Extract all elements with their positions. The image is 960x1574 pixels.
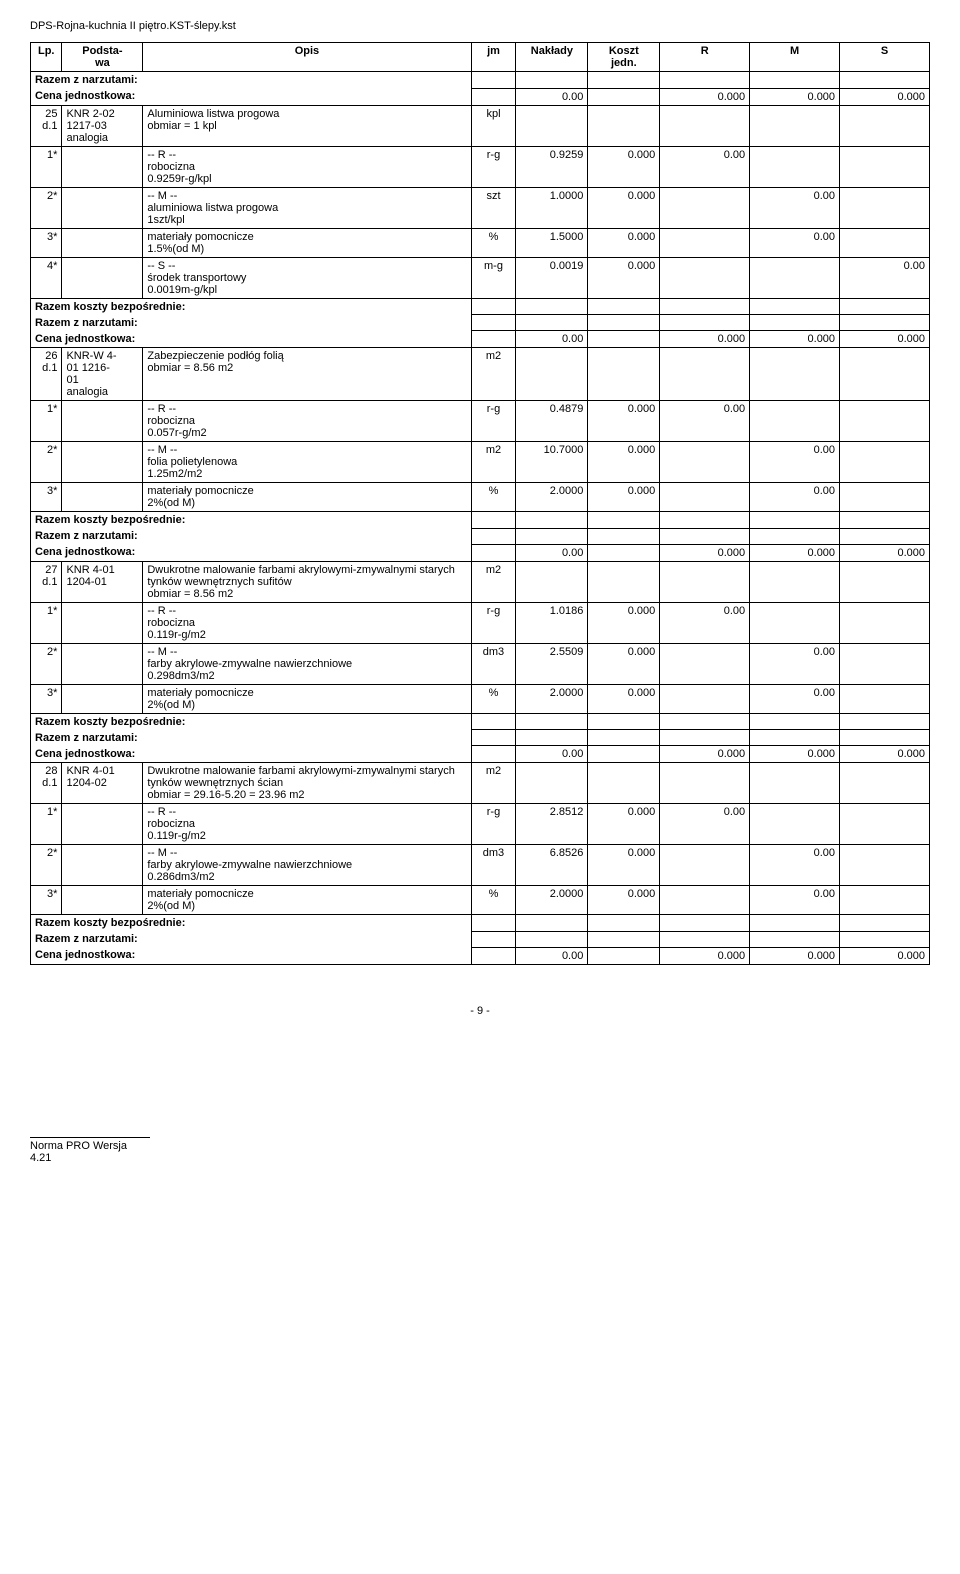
doc-title: DPS-Rojna-kuchnia II piętro.KST-ślepy.ks…	[30, 20, 930, 32]
footer-version: Norma PRO Wersja 4.21	[30, 1137, 150, 1164]
page-number: - 9 -	[30, 1005, 930, 1017]
detail-row: 1*-- R -- robocizna 0.9259r-g/kplr-g0.92…	[31, 146, 930, 187]
row-razem-koszty: Razem koszty bezpośrednie:	[31, 713, 930, 730]
row-cena-jedn: Cena jednostkowa:0.000.0000.0000.000	[31, 947, 930, 964]
detail-row: 3*materiały pomocnicze 2%(od M)%2.00000.…	[31, 684, 930, 713]
row-cena-jedn: Cena jednostkowa:0.000.0000.0000.000	[31, 746, 930, 763]
row-razem-koszty: Razem koszty bezpośrednie:	[31, 915, 930, 932]
detail-row: 1*-- R -- robocizna 0.057r-g/m2r-g0.4879…	[31, 401, 930, 442]
row-razem-narzut: Razem z narzutami:	[31, 315, 930, 331]
th-jm: jm	[471, 43, 516, 72]
header-row: Lp. Podsta- wa Opis jm Nakłady Koszt jed…	[31, 43, 930, 72]
row-razem-narzut: Razem z narzutami:	[31, 730, 930, 746]
row-razem-narzut: Razem z narzutami:	[31, 72, 930, 89]
th-r: R	[660, 43, 750, 72]
row-razem-narzut: Razem z narzutami:	[31, 528, 930, 544]
row-cena-jedn: Cena jednostkowa:0.000.0000.0000.000	[31, 88, 930, 105]
detail-row: 2*-- M -- farby akrylowe-zmywalne nawier…	[31, 845, 930, 886]
th-lp: Lp.	[31, 43, 62, 72]
row-razem-narzut: Razem z narzutami:	[31, 931, 930, 947]
detail-row: 4*-- S -- środek transportowy 0.0019m-g/…	[31, 257, 930, 298]
row-cena-jedn: Cena jednostkowa:0.000.0000.0000.000	[31, 331, 930, 348]
th-opis: Opis	[143, 43, 471, 72]
detail-row: 3*materiały pomocnicze 1.5%(od M)%1.5000…	[31, 228, 930, 257]
row-razem-koszty: Razem koszty bezpośrednie:	[31, 298, 930, 315]
detail-row: 3*materiały pomocnicze 2%(od M)%2.00000.…	[31, 886, 930, 915]
detail-row: 3*materiały pomocnicze 2%(od M)%2.00000.…	[31, 483, 930, 512]
cost-table: Lp. Podsta- wa Opis jm Nakłady Koszt jed…	[30, 42, 930, 965]
item-row: 27d.1KNR 4-01 1204-01Dwukrotne malowanie…	[31, 561, 930, 602]
item-row: 25d.1KNR 2-02 1217-03 analogiaAluminiowa…	[31, 105, 930, 146]
detail-row: 2*-- M -- folia polietylenowa 1.25m2/m2m…	[31, 442, 930, 483]
detail-row: 2*-- M -- farby akrylowe-zmywalne nawier…	[31, 643, 930, 684]
row-razem-koszty: Razem koszty bezpośrednie:	[31, 512, 930, 529]
item-row: 26d.1KNR-W 4- 01 1216- 01 analogiaZabezp…	[31, 348, 930, 401]
detail-row: 2*-- M -- aluminiowa listwa progowa 1szt…	[31, 187, 930, 228]
th-podstawa: Podsta- wa	[62, 43, 143, 72]
th-naklady: Nakłady	[516, 43, 588, 72]
detail-row: 1*-- R -- robocizna 0.119r-g/m2r-g1.0186…	[31, 602, 930, 643]
item-row: 28d.1KNR 4-01 1204-02Dwukrotne malowanie…	[31, 763, 930, 804]
detail-row: 1*-- R -- robocizna 0.119r-g/m2r-g2.8512…	[31, 804, 930, 845]
th-s: S	[840, 43, 930, 72]
th-m: M	[750, 43, 840, 72]
th-koszt: Koszt jedn.	[588, 43, 660, 72]
row-cena-jedn: Cena jednostkowa:0.000.0000.0000.000	[31, 544, 930, 561]
